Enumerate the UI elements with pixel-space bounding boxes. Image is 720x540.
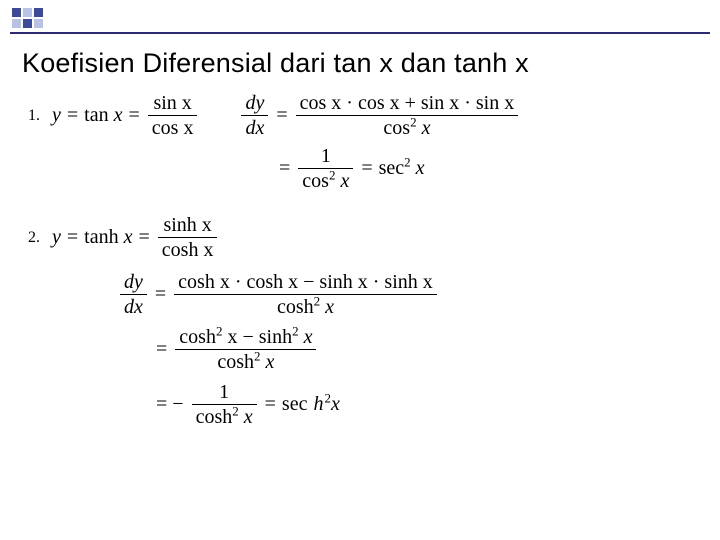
eq2-line4: = − 1 cosh2 x = sec h2x bbox=[118, 381, 688, 428]
equals: = − bbox=[156, 393, 184, 416]
eq2-number: 2. bbox=[28, 229, 48, 247]
eq2-line2: dy dx = cosh x · cosh x − sinh x · sinh … bbox=[118, 271, 688, 318]
eq2-line3: = cosh2 x − sinh2 x cosh2 x bbox=[118, 326, 688, 373]
equals: = bbox=[265, 393, 276, 416]
equals: = bbox=[67, 104, 78, 127]
eq2-frac-def: sinh x cosh x bbox=[158, 214, 218, 261]
eq2-rhs3: 1 cosh2 x bbox=[192, 381, 257, 428]
eq2-dydx: dy dx bbox=[120, 271, 147, 318]
eq2-rhs1: cosh x · cosh x − sinh x · sinh x cosh2 … bbox=[174, 271, 437, 318]
equals: = bbox=[276, 104, 287, 127]
equals: = bbox=[156, 338, 167, 361]
equals: = bbox=[67, 226, 78, 249]
eq1-result: sec2 x bbox=[379, 157, 425, 180]
eq1-rhs2: 1 cos2 x bbox=[298, 145, 353, 192]
equals: = bbox=[129, 104, 140, 127]
eq2-result: sec h2x bbox=[282, 393, 340, 416]
equals: = bbox=[155, 283, 166, 306]
eq1-tan: tan x bbox=[84, 104, 122, 127]
eq1-line2: = 1 cos2 x = sec2 x bbox=[148, 145, 688, 192]
eq2-line1: 2. y = tanh x = sinh x cosh x bbox=[28, 214, 688, 261]
eq1-number: 1. bbox=[28, 107, 48, 125]
eq1-dydx: dy dx bbox=[241, 92, 268, 139]
eq2-tanh: tanh x bbox=[84, 226, 132, 249]
eq1-y: y bbox=[52, 104, 61, 127]
eq2-rhs2: cosh2 x − sinh2 x cosh2 x bbox=[175, 326, 316, 373]
corner-decor bbox=[12, 8, 43, 28]
eq1-rhs1: cos x · cos x + sin x · sin x cos2 x bbox=[296, 92, 519, 139]
equals: = bbox=[279, 157, 290, 180]
content-area: 1. y = tan x = sin x cos x dy dx = cos x… bbox=[28, 92, 688, 428]
horizontal-rule bbox=[10, 32, 710, 34]
eq2-y: y bbox=[52, 226, 61, 249]
eq1-line1: 1. y = tan x = sin x cos x dy dx = cos x… bbox=[28, 92, 688, 139]
equals: = bbox=[139, 226, 150, 249]
eq1-frac-def: sin x cos x bbox=[148, 92, 198, 139]
slide-title: Koefisien Diferensial dari tan x dan tan… bbox=[22, 48, 529, 79]
equals: = bbox=[361, 157, 372, 180]
